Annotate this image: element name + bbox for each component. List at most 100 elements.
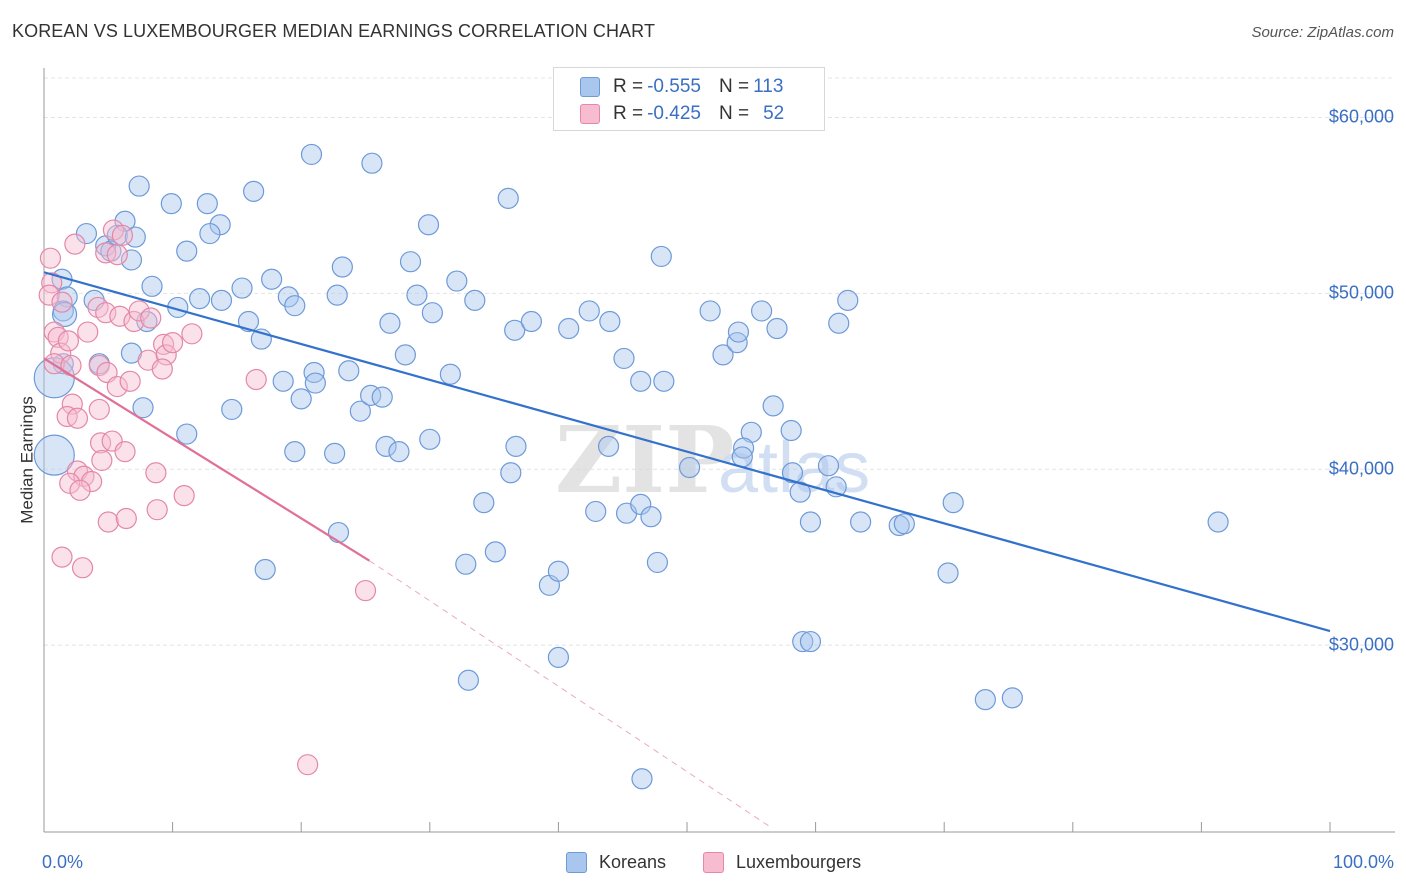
koreans-point: [361, 152, 383, 174]
koreans-point: [520, 310, 542, 333]
koreans-point: [128, 175, 150, 197]
luxembourgers-point: [181, 323, 203, 345]
legend-item-koreans[interactable]: Koreans: [566, 852, 666, 873]
luxembourgers-point: [106, 375, 128, 398]
luxembourgers-point: [155, 344, 177, 366]
luxembourgers-point: [71, 557, 94, 579]
luxembourgers-point: [354, 579, 377, 602]
koreans-point: [497, 187, 519, 209]
koreans-point: [371, 386, 393, 408]
koreans-point: [473, 492, 495, 514]
koreans-point: [505, 435, 527, 457]
luxembourgers-point: [64, 233, 86, 255]
koreans-point: [379, 312, 401, 334]
koreans-point: [1207, 511, 1229, 533]
n-label: N =: [718, 103, 750, 124]
legend-label-luxembourgers: Luxembourgers: [736, 852, 862, 872]
koreans-point: [406, 284, 428, 306]
luxembourgers-point: [39, 247, 62, 269]
koreans-point: [237, 310, 260, 333]
series-legend: Koreans Luxembourgers: [0, 852, 1406, 878]
luxembourgers-point: [146, 499, 168, 521]
koreans-point: [324, 442, 346, 464]
koreans-point: [290, 388, 312, 410]
koreans-point: [327, 521, 350, 544]
y-tick-label: $30,000: [1328, 634, 1394, 655]
koreans-point: [504, 319, 526, 341]
koreans-point: [731, 446, 753, 468]
koreans-point: [141, 275, 163, 297]
r-value: -0.555: [647, 76, 701, 97]
koreans-point: [419, 428, 441, 450]
luxembourgers-point: [60, 354, 82, 377]
luxembourgers-point: [66, 407, 89, 429]
koreans-point: [300, 143, 323, 166]
luxembourgers-point: [114, 441, 136, 463]
luxembourgers-point: [77, 321, 99, 343]
luxembourgers-point: [145, 462, 167, 484]
koreans-point: [221, 398, 243, 421]
koreans-point: [176, 423, 198, 445]
koreans-point: [558, 317, 580, 340]
koreans-point: [646, 551, 669, 574]
r-label: R =: [613, 103, 644, 124]
koreans-point: [974, 689, 996, 711]
luxembourgers-point: [109, 305, 131, 327]
luxembourgers-point: [38, 284, 60, 306]
koreans-point: [653, 370, 675, 392]
luxembourgers-point: [173, 485, 195, 507]
koreans-point: [176, 240, 198, 262]
trend-lines: [43, 271, 1331, 829]
data-points: [33, 143, 1229, 790]
koreans-point: [597, 435, 620, 457]
koreans-point: [331, 256, 353, 278]
koreans-legend-swatch: [566, 852, 587, 873]
koreans-point: [780, 419, 802, 442]
koreans-point: [326, 284, 348, 306]
koreans-point: [828, 312, 850, 334]
luxembourgers-point: [91, 449, 113, 472]
koreans-point: [650, 245, 672, 268]
koreans-trend-line: [43, 271, 1331, 633]
koreans-point: [837, 289, 859, 311]
koreans-point: [196, 193, 218, 215]
n-value: 113: [753, 76, 784, 97]
luxembourgers-point: [51, 546, 73, 568]
luxembourgers-point: [61, 393, 83, 415]
koreans-point: [160, 193, 182, 215]
koreans-point: [349, 400, 371, 422]
luxembourgers-legend-swatch: [703, 852, 724, 873]
koreans-point: [457, 669, 479, 691]
koreans-point: [417, 214, 440, 236]
koreans-point: [132, 397, 154, 419]
luxembourgers-point: [152, 333, 175, 355]
koreans-point: [136, 310, 158, 333]
luxembourgers-point: [57, 330, 80, 352]
koreans-point: [284, 441, 306, 463]
luxembourgers-point: [59, 472, 81, 494]
koreans-point: [394, 344, 416, 366]
koreans-point: [261, 268, 283, 290]
luxembourgers-swatch: [580, 104, 600, 124]
koreans-point: [547, 646, 570, 669]
luxembourgers-point: [245, 368, 267, 391]
luxembourgers-point: [87, 296, 109, 319]
koreans-point: [464, 289, 486, 311]
koreans-point: [762, 395, 784, 417]
koreans-point: [893, 513, 915, 535]
koreans-point: [850, 511, 872, 533]
stats-row-luxembourgers: R = -0.425 N = 52: [580, 101, 784, 127]
luxembourgers-trend-extension: [369, 560, 773, 829]
koreans-point: [338, 360, 360, 382]
n-label: N =: [718, 76, 750, 97]
y-tick-label: $40,000: [1328, 458, 1394, 479]
koreans-point: [51, 301, 78, 328]
koreans-point: [254, 558, 276, 581]
koreans-point: [446, 270, 468, 292]
luxembourgers-point: [97, 511, 119, 533]
legend-item-luxembourgers[interactable]: Luxembourgers: [703, 852, 861, 873]
koreans-point: [678, 456, 701, 479]
koreans-point: [189, 288, 211, 310]
luxembourgers-point: [51, 291, 73, 313]
